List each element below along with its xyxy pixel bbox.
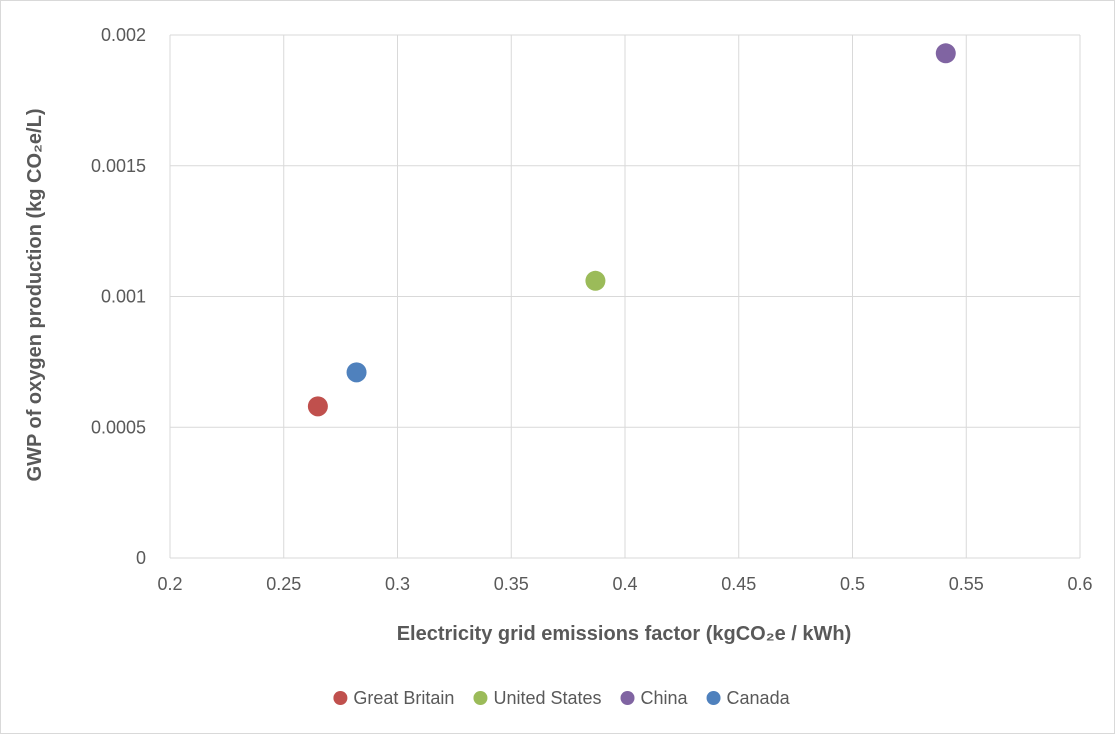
data-point-canada — [346, 362, 367, 383]
data-point-china — [935, 43, 956, 64]
data-points — [307, 43, 956, 417]
legend-marker — [620, 691, 635, 705]
legend-marker — [473, 691, 488, 705]
y-tick-label: 0.0015 — [91, 156, 146, 176]
legend-label: Great Britain — [353, 688, 454, 708]
x-tick-label: 0.55 — [949, 574, 984, 594]
x-tick-label: 0.3 — [385, 574, 410, 594]
y-tick-label: 0.001 — [101, 287, 146, 307]
x-tick-label: 0.25 — [266, 574, 301, 594]
legend-label: Canada — [727, 688, 791, 708]
y-tick-label: 0.002 — [101, 25, 146, 45]
data-point-great-britain — [307, 396, 328, 417]
x-tick-label: 0.45 — [721, 574, 756, 594]
legend-label: China — [641, 688, 689, 708]
legend-item-united-states: United States — [473, 688, 602, 708]
x-tick-labels: 0.2 0.25 0.3 0.35 0.4 0.45 0.5 0.55 0.6 — [157, 574, 1092, 594]
gridlines — [169, 34, 1081, 559]
legend-marker — [706, 691, 721, 705]
legend-marker — [333, 691, 348, 705]
legend-item-china: China — [620, 688, 689, 708]
y-tick-label: 0.0005 — [91, 417, 146, 437]
y-tick-label: 0 — [136, 548, 146, 568]
x-tick-label: 0.5 — [840, 574, 865, 594]
data-point-united-states — [585, 270, 606, 291]
legend-item-great-britain: Great Britain — [333, 688, 454, 708]
x-tick-label: 0.35 — [494, 574, 529, 594]
y-tick-labels: 0 0.0005 0.001 0.0015 0.002 — [91, 25, 146, 568]
x-tick-label: 0.2 — [157, 574, 182, 594]
legend: Great Britain United States China Canada — [333, 688, 791, 708]
x-tick-label: 0.4 — [612, 574, 637, 594]
legend-item-canada: Canada — [706, 688, 791, 708]
x-tick-label: 0.6 — [1067, 574, 1092, 594]
y-axis-title: GWP of oxygen production (kg CO₂e/L) — [24, 109, 46, 482]
legend-label: United States — [493, 688, 601, 708]
x-axis-title: Electricity grid emissions factor (kgCO₂… — [397, 623, 852, 645]
